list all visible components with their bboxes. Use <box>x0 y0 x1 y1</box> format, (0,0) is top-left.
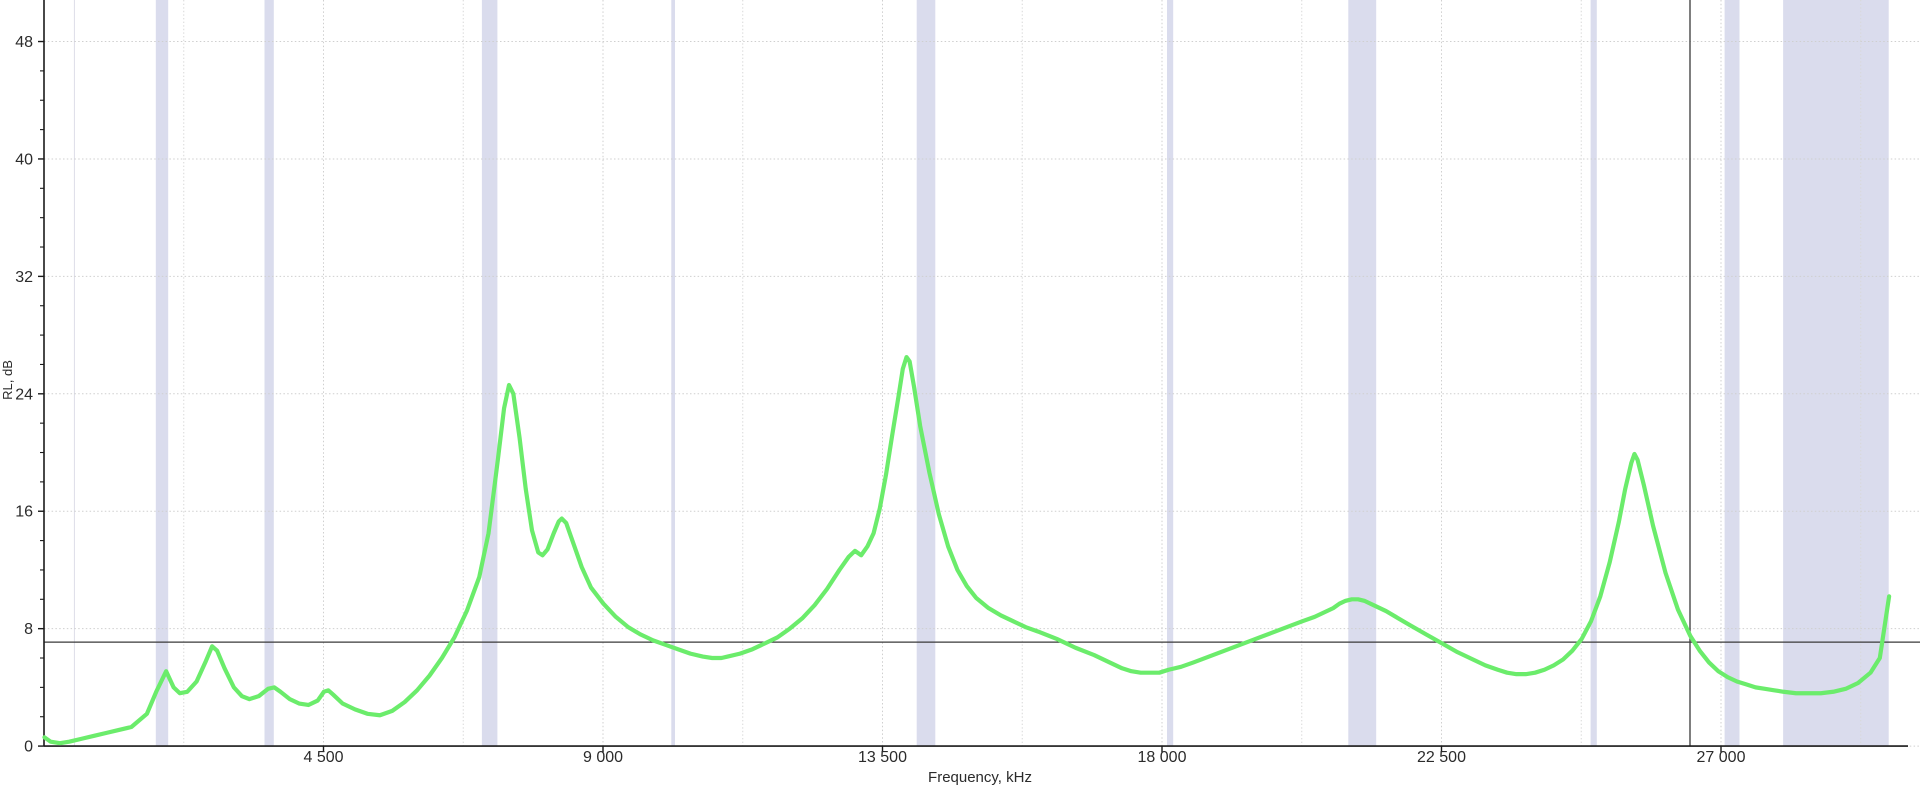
svg-text:40: 40 <box>15 151 33 168</box>
svg-text:27 000: 27 000 <box>1697 749 1746 766</box>
svg-text:Frequency, kHz: Frequency, kHz <box>928 769 1032 786</box>
svg-text:0: 0 <box>24 739 33 756</box>
svg-text:13 500: 13 500 <box>858 749 907 766</box>
svg-text:RL, dB: RL, dB <box>0 360 15 400</box>
svg-text:22 500: 22 500 <box>1417 749 1466 766</box>
svg-text:16: 16 <box>15 504 33 521</box>
svg-text:18 000: 18 000 <box>1138 749 1187 766</box>
svg-text:8: 8 <box>24 621 33 638</box>
svg-text:24: 24 <box>15 386 33 403</box>
svg-text:32: 32 <box>15 269 33 286</box>
svg-text:9 000: 9 000 <box>583 749 623 766</box>
svg-text:4 500: 4 500 <box>303 749 343 766</box>
svg-text:48: 48 <box>15 34 33 51</box>
